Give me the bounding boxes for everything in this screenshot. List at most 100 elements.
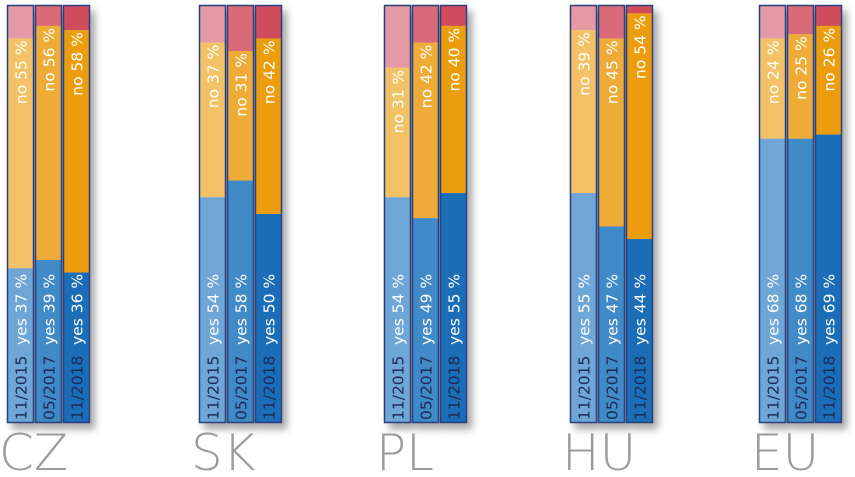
bar-outline [625,4,654,424]
bar-segment-no [35,25,62,260]
bar-segment-no [626,13,653,240]
bar-labels-pl: 11/2015 yes 54 % no 31 % 05/2017 yes 49 % no … [390,28,464,420]
bar-segment-other [35,5,62,26]
bar-group-cz [6,4,91,424]
bar-labels-eu: 11/2015 yes 68 % no 24 % 05/2017 yes 68 % no … [765,28,839,420]
period-label: 05/2017 [41,356,59,420]
bar-outline [62,4,91,424]
yes-value-label: yes 37 % [13,274,31,345]
period-label: 11/2018 [69,356,87,420]
bar-segment-yes [759,138,786,423]
bar-outline [198,4,227,424]
yes-value-label: yes 50 % [261,274,279,345]
bar-outline [34,4,63,424]
bar-outline [758,4,787,424]
country-label-eu: EU [751,424,819,477]
yes-value-label: yes 47 % [604,274,622,345]
bar-outline [383,4,412,424]
country-label-hu: HU [562,424,636,477]
bar-group-sk [198,4,283,424]
bar-outline [597,4,626,424]
bar-outline [411,4,440,424]
country-label-cz: CZ [0,424,68,477]
yes-value-label: yes 55 % [576,274,594,345]
period-label: 05/2017 [604,356,622,420]
bar-segment-yes [787,138,814,423]
bar-outline [569,4,598,424]
bar-segment-other [227,5,254,51]
bar-segment-no [384,67,411,198]
no-value-label: no 39 % [576,32,594,96]
no-value-label: no 25 % [793,36,811,100]
bar-segment-no [63,30,90,273]
bar-segment-yes [35,259,62,423]
bar-outline [814,4,843,424]
bar-segment-yes [7,268,34,423]
bar-segment-no [759,38,786,139]
bar-segment-other [570,5,597,31]
yes-value-label: yes 58 % [233,274,251,345]
country-label-sk: SK [191,424,256,477]
period-label: 11/2018 [632,356,650,420]
bar-segment-no [7,38,34,269]
yes-value-label: yes 68 % [765,274,783,345]
no-value-label: no 56 % [41,28,59,92]
bar-segment-other [440,5,467,26]
bar-outline [254,4,283,424]
bar-segment-no [598,38,625,227]
yes-value-label: yes 49 % [418,274,436,345]
bar-segment-yes [815,134,842,423]
bar-segment-yes [412,218,439,423]
bar-segment-other [412,5,439,43]
bar-outline [439,4,468,424]
bar-outline [786,4,815,424]
no-value-label: no 26 % [821,28,839,92]
bar-segment-yes [63,272,90,423]
bar-segment-no [815,25,842,135]
no-value-label: no 55 % [13,40,31,104]
bar-segment-yes [570,193,597,423]
yes-value-label: yes 54 % [205,274,223,345]
yes-value-label: yes 68 % [793,274,811,345]
no-value-label: no 42 % [261,40,279,104]
period-label: 05/2017 [418,356,436,420]
bar-segment-no [570,30,597,194]
bar-labels-cz: 11/2015 yes 37 % no 55 % 05/2017 yes 39 % no … [13,28,87,420]
bar-segment-other [626,5,653,14]
yes-value-label: yes 36 % [69,274,87,345]
yes-value-label: yes 44 % [632,274,650,345]
period-label: 11/2015 [576,356,594,420]
bar-segment-yes [199,197,226,423]
yes-value-label: yes 69 % [821,274,839,345]
bar-segment-yes [384,197,411,423]
bar-segment-no [255,38,282,214]
bar-outline [6,4,35,424]
period-label: 05/2017 [793,356,811,420]
period-label: 11/2018 [261,356,279,420]
period-label: 05/2017 [233,356,251,420]
bar-segment-yes [440,193,467,423]
no-value-label: no 54 % [632,15,650,79]
period-label: 11/2015 [13,356,31,420]
bar-segment-yes [227,180,254,423]
bar-segment-other [598,5,625,39]
bar-segment-other [787,5,814,35]
bar-segment-other [7,5,34,39]
bar-segment-yes [255,214,282,423]
period-label: 11/2018 [446,356,464,420]
no-value-label: no 45 % [604,40,622,104]
bar-segment-no [199,42,226,198]
no-value-label: no 31 % [233,53,251,117]
bar-labels-hu: 11/2015 yes 55 % no 39 % 05/2017 yes 47 % no … [576,15,650,420]
no-value-label: no 37 % [205,45,223,109]
bar-group-pl [383,4,468,424]
period-label: 11/2018 [821,356,839,420]
bar-segment-yes [626,239,653,423]
yes-value-label: yes 55 % [446,274,464,345]
no-value-label: no 24 % [765,40,783,104]
bar-segment-other [255,5,282,39]
bar-segment-no [440,25,467,194]
bar-group-hu [569,4,654,424]
bar-segment-other [199,5,226,43]
